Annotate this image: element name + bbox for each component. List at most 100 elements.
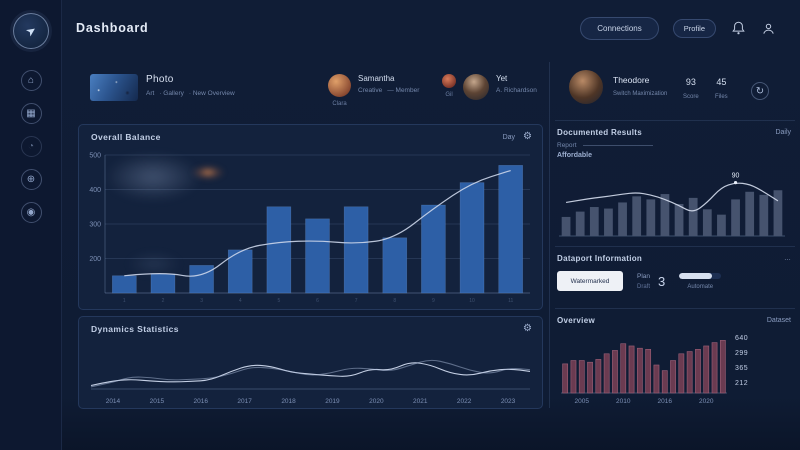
automation-progress-fill [679, 272, 712, 279]
progress-label: Automate [687, 283, 714, 290]
legend-label: Report [557, 142, 577, 149]
profile-button[interactable]: Profile [672, 18, 716, 38]
balance-chart: 200 300 400 500 1 2 3 4 5 6 7 8 9 10 11 [89, 153, 530, 304]
gear-icon[interactable]: ⚙ [523, 323, 532, 334]
svg-text:400: 400 [89, 187, 101, 194]
refresh-icon[interactable]: ↻ [751, 82, 769, 100]
person-card-primary[interactable]: Clara Samantha Creative — Member [328, 74, 419, 107]
sidebar: ➤ ⌂ ▦ ◔ ⊕ ◉ [0, 0, 62, 450]
gear-icon[interactable]: ⚙ [523, 131, 532, 142]
dynamics-chart: 2014 2015 2016 2017 2018 2019 2020 2021 2022 2023 [90, 359, 531, 405]
media-card[interactable]: Photo Art · Gallery · New Overview [90, 74, 235, 101]
overview-section: Overview Dataset 2005 2010 2016 2020 640 29… [555, 308, 795, 410]
stat-value: 93 [685, 77, 696, 87]
stat-line: Plan [637, 272, 651, 280]
media-title: Photo [146, 74, 174, 85]
panel-title: Dynamics Statistics [91, 324, 179, 334]
connections-button[interactable]: Connections [580, 16, 659, 40]
svg-text:2005: 2005 [575, 398, 590, 405]
person-card-secondary[interactable]: Gil Yet A. Richardson [442, 74, 537, 100]
vertical-divider [549, 62, 550, 408]
profile-card[interactable]: Theodore Switch Maximization 93 Score 45… [555, 66, 795, 118]
avatar [463, 74, 489, 100]
profile-subtitle: Switch Maximization [613, 91, 668, 97]
svg-text:2015: 2015 [150, 398, 165, 405]
svg-text:6: 6 [316, 298, 319, 304]
stat-label: Files [715, 94, 728, 100]
overview-value: 212 [735, 380, 749, 387]
progress-track [679, 272, 722, 279]
overview-value: 640 [735, 335, 749, 342]
svg-text:2016: 2016 [658, 398, 673, 405]
avatar-caption: Gil [445, 92, 453, 98]
media-text: Photo Art · Gallery · New Overview [146, 74, 235, 101]
stat-value: 45 [716, 77, 727, 87]
person-role: Creative [358, 87, 383, 94]
history-icon[interactable]: ⊕ [20, 169, 42, 190]
more-icon[interactable]: … [784, 255, 791, 262]
bell-icon[interactable] [730, 20, 746, 36]
section-title: Dataport Information [557, 254, 643, 263]
home-icon[interactable]: ⌂ [20, 70, 42, 91]
svg-text:11: 11 [508, 298, 513, 304]
profile-name: Theodore [613, 75, 650, 85]
svg-text:2019: 2019 [325, 398, 340, 405]
svg-text:90: 90 [732, 173, 740, 180]
dataport-section: Dataport Information … Watermarked Plan … [555, 246, 795, 308]
automation-progress: Automate [679, 272, 722, 290]
person-role: — Member [387, 87, 420, 94]
avatar [569, 70, 603, 104]
range-selector[interactable]: Day [502, 133, 516, 141]
avatar [442, 74, 456, 88]
section-title: Overview [557, 316, 595, 325]
svg-text:7: 7 [355, 298, 358, 304]
header: Dashboard Connections Profile [62, 0, 800, 56]
svg-text:8: 8 [393, 298, 396, 304]
svg-text:200: 200 [89, 256, 101, 263]
activity-icon[interactable]: ◔ [20, 136, 42, 157]
dynamics-panel: Dynamics Statistics ⚙ 2014 2015 2016 2017 20… [78, 316, 543, 409]
svg-text:2020: 2020 [699, 398, 714, 405]
person-role: A. Richardson [496, 87, 537, 94]
person-name: Samantha [358, 74, 395, 83]
svg-text:2016: 2016 [194, 398, 209, 405]
svg-text:9: 9 [432, 298, 435, 304]
avatar [328, 74, 351, 97]
media-meta-item: Art [146, 90, 155, 97]
stat-label: Score [683, 94, 699, 100]
daily-link[interactable]: Daily [775, 129, 791, 136]
dataset-label[interactable]: Dataset [766, 317, 791, 324]
svg-text:2014: 2014 [106, 398, 121, 405]
svg-text:2010: 2010 [616, 398, 631, 405]
stat-value: 3 [658, 273, 666, 289]
svg-text:2020: 2020 [369, 398, 384, 405]
overview-value: 299 [735, 350, 749, 357]
profile-icon[interactable]: ◉ [20, 202, 42, 223]
media-thumbnail [90, 74, 138, 101]
svg-text:300: 300 [89, 222, 101, 229]
overview-value: 365 [735, 365, 749, 372]
svg-text:4: 4 [239, 298, 242, 304]
watermark-button[interactable]: Watermarked [557, 271, 623, 291]
logo[interactable]: ➤ [13, 13, 49, 49]
person-name: Yet [496, 74, 508, 83]
profile-stat: 45 Files [715, 77, 728, 100]
media-meta-item: · New Overview [188, 90, 235, 97]
stat-line: Draft [637, 283, 651, 290]
header-actions: Connections Profile [580, 16, 800, 40]
svg-text:1: 1 [123, 298, 126, 304]
section-title: Documented Results [557, 128, 642, 137]
documented-chart: 90 [559, 173, 785, 237]
svg-text:500: 500 [89, 153, 101, 160]
person-roles: Creative — Member [358, 87, 419, 94]
media-meta-item: · Gallery [159, 90, 184, 97]
svg-text:2022: 2022 [457, 398, 472, 405]
balance-panel: Overall Balance Day ⚙ 200 300 400 500 1 2 3 4 5 6… [78, 124, 543, 310]
svg-text:2023: 2023 [501, 398, 516, 405]
media-meta: Art · Gallery · New Overview [146, 90, 235, 97]
analytics-icon[interactable]: ▦ [20, 103, 42, 124]
plan-stat: Plan Draft 3 [637, 273, 665, 290]
overview-chart: 2005 2010 2016 2020 [561, 340, 727, 405]
account-icon[interactable] [760, 20, 776, 36]
